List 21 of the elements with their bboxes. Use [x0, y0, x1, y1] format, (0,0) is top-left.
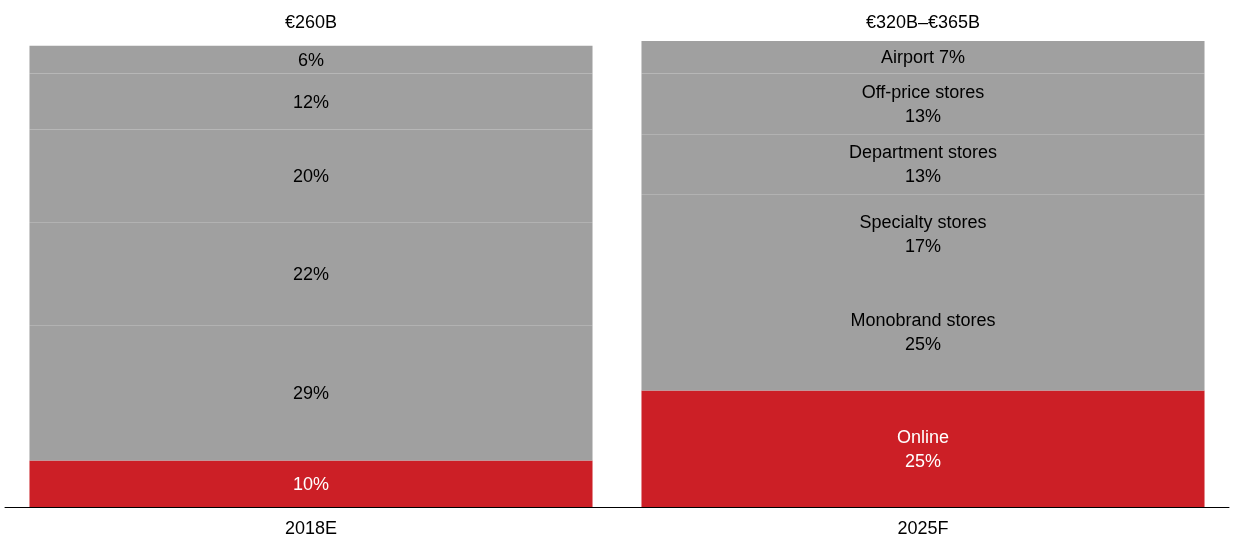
series-label: Monobrand stores — [850, 310, 996, 331]
text: €260B — [284, 12, 338, 32]
data-label: 13% — [904, 105, 942, 126]
series-label: Department stores — [848, 142, 998, 163]
x-tick-label: 2025F — [897, 518, 949, 538]
series-label: Specialty stores — [859, 212, 987, 233]
data-label: 29% — [292, 382, 330, 403]
data-label: 10% — [292, 473, 330, 494]
data-label: 25% — [904, 334, 942, 355]
data-label: 25% — [904, 450, 942, 471]
text: €320B–€365B — [865, 12, 981, 32]
data-label: 17% — [904, 236, 942, 257]
data-label: 6% — [297, 49, 325, 70]
data-label: 22% — [292, 264, 330, 284]
data-label: 12% — [292, 91, 330, 112]
series-label: Online — [896, 426, 950, 447]
x-tick-label: 2018E — [284, 518, 338, 538]
data-label: 13% — [904, 166, 942, 187]
text: Airport 7% — [880, 47, 966, 68]
series-label: Off-price stores — [861, 81, 985, 102]
data-label: 20% — [292, 166, 330, 187]
